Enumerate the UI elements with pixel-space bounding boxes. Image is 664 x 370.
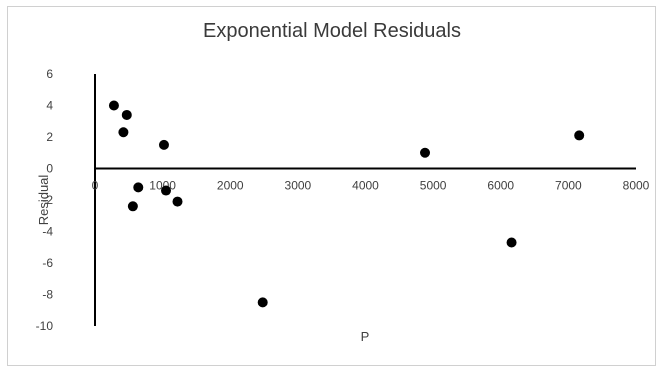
x-tick-label: 6000 <box>487 179 514 193</box>
y-tick-label: -4 <box>42 225 53 239</box>
data-point <box>172 196 183 207</box>
data-point <box>506 237 517 248</box>
y-tick-label: 4 <box>46 99 53 113</box>
x-tick-label: 3000 <box>285 179 312 193</box>
data-point <box>108 100 119 111</box>
chart-title: Exponential Model Residuals <box>203 20 461 42</box>
y-tick-label: 6 <box>46 67 53 81</box>
data-point <box>161 185 172 196</box>
y-tick-label: -6 <box>42 256 53 270</box>
data-point <box>127 201 138 212</box>
data-point <box>121 109 132 120</box>
axes <box>94 74 636 326</box>
data-point <box>118 127 129 138</box>
y-tick-label: 2 <box>46 130 53 144</box>
data-point <box>420 147 431 158</box>
x-tick-label: 5000 <box>420 179 447 193</box>
x-tick-label: 0 <box>92 179 99 193</box>
y-tick-label: 0 <box>46 162 53 176</box>
data-point <box>574 130 585 141</box>
y-tick-label: -10 <box>36 319 54 333</box>
y-tick-label: -8 <box>42 288 53 302</box>
x-tick-label: 2000 <box>217 179 244 193</box>
x-tick-label: 7000 <box>555 179 582 193</box>
x-tick-labels: 0 1000 2000 3000 4000 5000 6000 7000 8000 <box>92 179 650 193</box>
x-tick-label: 4000 <box>352 179 379 193</box>
x-axis-label: P <box>361 329 370 344</box>
y-axis-label: Residual <box>36 175 51 226</box>
y-tick-label: -2 <box>42 193 53 207</box>
data-points <box>108 100 585 308</box>
y-tick-labels: 6 4 2 0 -2 -4 -6 -8 -10 <box>36 67 54 333</box>
data-point <box>257 297 268 308</box>
data-point <box>133 182 144 193</box>
chart-area <box>7 6 656 366</box>
x-tick-label: 8000 <box>623 179 650 193</box>
data-point <box>158 139 169 150</box>
